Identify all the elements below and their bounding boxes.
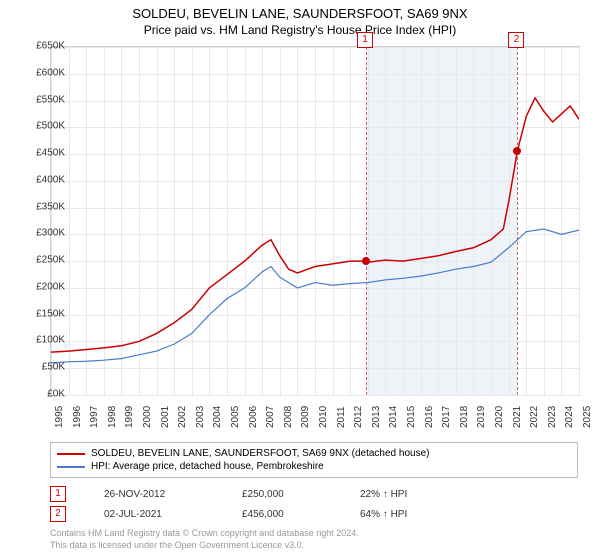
y-axis-label: £150K [15,308,65,319]
sales-row-delta: 22% ↑ HPI [360,489,407,500]
grid-line [579,47,580,395]
x-axis-label: 2016 [424,406,435,428]
legend-swatch [57,466,85,468]
x-axis-label: 2000 [142,406,153,428]
chart-plot-area [50,46,580,396]
legend-label: SOLDEU, BEVELIN LANE, SAUNDERSFOOT, SA69… [91,448,429,459]
sales-row: 1 26-NOV-2012 £250,000 22% ↑ HPI [50,486,407,502]
sales-row-marker: 2 [50,506,66,522]
x-axis-label: 2010 [318,406,329,428]
x-axis-label: 2009 [300,406,311,428]
x-axis-label: 2015 [406,406,417,428]
x-axis-label: 2004 [212,406,223,428]
series-line [51,98,579,352]
legend-item: SOLDEU, BEVELIN LANE, SAUNDERSFOOT, SA69… [57,447,571,460]
sale-marker-badge: 1 [357,32,373,48]
x-axis-label: 2001 [160,406,171,428]
footer-line: Contains HM Land Registry data © Crown c… [50,528,359,540]
y-axis-label: £400K [15,174,65,185]
sales-row-date: 02-JUL-2021 [104,509,204,520]
sales-row-price: £456,000 [242,509,322,520]
y-axis-label: £450K [15,148,65,159]
y-axis-label: £50K [15,362,65,373]
sales-row-marker: 1 [50,486,66,502]
x-axis-label: 2020 [494,406,505,428]
sale-dot [362,257,370,265]
x-axis-label: 2014 [388,406,399,428]
legend: SOLDEU, BEVELIN LANE, SAUNDERSFOOT, SA69… [50,442,578,478]
x-axis-label: 2021 [512,406,523,428]
x-axis-label: 1995 [54,406,65,428]
sales-row-delta: 64% ↑ HPI [360,509,407,520]
line-plot [51,47,579,395]
x-axis-label: 1998 [107,406,118,428]
x-axis-label: 2023 [547,406,558,428]
x-axis-label: 2002 [177,406,188,428]
sales-table: 1 26-NOV-2012 £250,000 22% ↑ HPI 2 02-JUL-202… [50,486,407,526]
x-axis-label: 2005 [230,406,241,428]
footer-line: This data is licensed under the Open Gov… [50,540,359,552]
x-axis-label: 2018 [459,406,470,428]
x-axis-label: 2003 [195,406,206,428]
y-axis-label: £600K [15,67,65,78]
x-axis-label: 2013 [371,406,382,428]
x-axis-label: 2017 [441,406,452,428]
x-axis-label: 1999 [124,406,135,428]
legend-item: HPI: Average price, detached house, Pemb… [57,460,571,473]
x-axis-label: 2008 [283,406,294,428]
x-axis-label: 2024 [564,406,575,428]
y-axis-label: £250K [15,255,65,266]
sales-row: 2 02-JUL-2021 £456,000 64% ↑ HPI [50,506,407,522]
y-axis-label: £100K [15,335,65,346]
y-axis-label: £300K [15,228,65,239]
chart-title: SOLDEU, BEVELIN LANE, SAUNDERSFOOT, SA69… [0,0,600,21]
x-axis-label: 2006 [248,406,259,428]
x-axis-label: 1997 [89,406,100,428]
x-axis-label: 2025 [582,406,593,428]
x-axis-label: 2022 [529,406,540,428]
x-axis-label: 1996 [72,406,83,428]
y-axis-label: £0K [15,389,65,400]
sales-row-date: 26-NOV-2012 [104,489,204,500]
grid-line [51,395,579,396]
y-axis-label: £550K [15,94,65,105]
x-axis-label: 2019 [476,406,487,428]
series-line [51,229,579,363]
sale-dot [513,147,521,155]
y-axis-label: £500K [15,121,65,132]
legend-label: HPI: Average price, detached house, Pemb… [91,461,324,472]
footer-attribution: Contains HM Land Registry data © Crown c… [50,528,359,551]
x-axis-label: 2011 [336,406,347,428]
y-axis-label: £200K [15,281,65,292]
sale-marker-badge: 2 [508,32,524,48]
y-axis-label: £650K [15,41,65,52]
y-axis-label: £350K [15,201,65,212]
legend-swatch [57,453,85,455]
x-axis-label: 2012 [353,406,364,428]
x-axis-label: 2007 [265,406,276,428]
sales-row-price: £250,000 [242,489,322,500]
